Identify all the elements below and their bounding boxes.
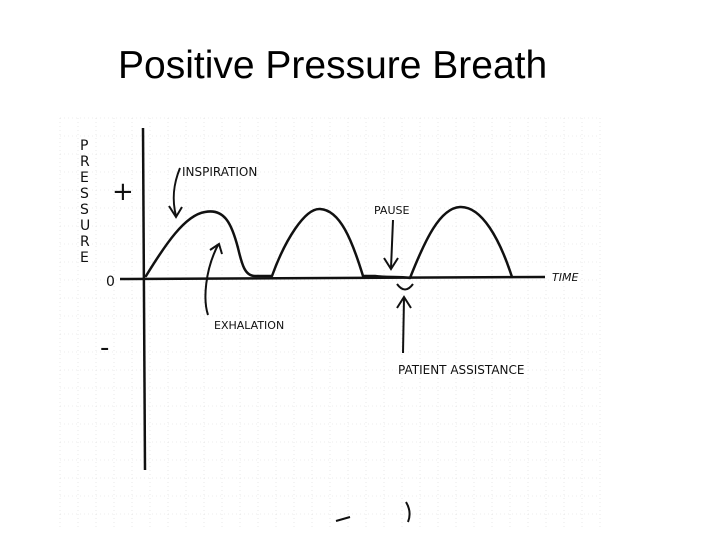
y-axis-letter: E: [80, 170, 89, 186]
graph-paper-grid: [59, 117, 601, 530]
x-axis-label: TIME: [552, 271, 578, 284]
patient-assistance-arrow: [402, 297, 405, 354]
y-axis-label: P R E S S U R E: [80, 138, 90, 266]
inspiration-arrow: [172, 167, 181, 217]
zero-label: 0: [106, 274, 115, 290]
y-axis-letter: S: [80, 186, 89, 202]
y-axis-letter: R: [80, 154, 90, 170]
y-axis-letter: U: [80, 218, 90, 234]
inspiration-label: INSPIRATION: [182, 165, 257, 179]
patient-assistance-dip: [396, 283, 414, 291]
slide-title: Positive Pressure Breath: [118, 44, 548, 87]
pen-mark: [405, 501, 411, 523]
minus-sign: -: [100, 333, 109, 363]
exhalation-label: EXHALATION: [214, 319, 284, 332]
y-axis-letter: E: [80, 250, 89, 266]
x-axis: [119, 275, 546, 281]
pause-label: PAUSE: [374, 204, 409, 217]
y-axis-letter: R: [80, 234, 90, 250]
patient-assistance-arrowhead: [396, 295, 412, 309]
y-axis: [141, 127, 147, 471]
pen-mark: [335, 516, 351, 522]
y-axis-letter: P: [80, 138, 88, 154]
y-axis-letter: S: [80, 202, 89, 218]
exhalation-arrow: [204, 244, 219, 316]
patient-assistance-label: PATIENT ASSISTANCE: [398, 363, 524, 377]
inspiration-arrowhead: [168, 205, 183, 219]
pause-arrowhead: [383, 257, 399, 271]
pressure-waveform: [144, 205, 514, 280]
exhalation-arrowhead: [209, 242, 223, 255]
pause-arrow: [390, 219, 394, 269]
plus-sign: +: [112, 177, 134, 207]
